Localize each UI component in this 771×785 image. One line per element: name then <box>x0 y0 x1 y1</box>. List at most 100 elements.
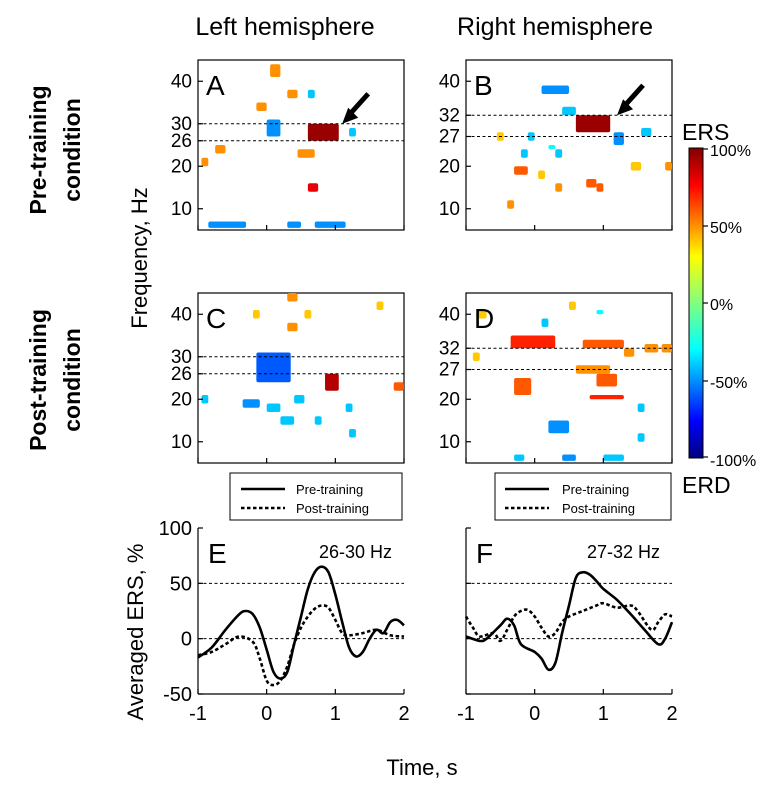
ytick-label-a-0: 10 <box>171 199 192 220</box>
panel-label-f: F <box>476 538 493 569</box>
ers-patch-b-0 <box>575 115 611 133</box>
ers-patch-a-5 <box>307 183 319 192</box>
ers-patch-c-3 <box>325 373 339 391</box>
ers-patch-c-2 <box>287 322 298 332</box>
xtick-label-f-1: 0 <box>529 703 540 725</box>
ytick-label-b-4: 40 <box>439 71 460 92</box>
line-ylabel: Averaged ERS, % <box>123 544 148 721</box>
ytick-label-c-2: 26 <box>171 364 192 385</box>
legend-right-post-label: Post-training <box>562 501 635 516</box>
xtick-label-e-3: 2 <box>398 703 409 725</box>
erd-patch-a-9 <box>307 89 315 99</box>
ers-patch-b-3 <box>555 183 563 192</box>
erd-patch-b-16 <box>555 149 563 158</box>
ytick-label-a-2: 26 <box>171 131 192 152</box>
legend-left-box <box>229 472 403 521</box>
panel-label-b: B <box>474 70 493 101</box>
ers-patch-a-1 <box>270 64 281 77</box>
ers-patch-a-6 <box>215 145 226 154</box>
erd-patch-d-17 <box>514 454 525 461</box>
column-title-right: Right hemisphere <box>457 13 653 41</box>
xtick-label-e-2: 1 <box>330 703 341 725</box>
legend-left: Pre-training Post-training <box>229 472 403 521</box>
panel-label-c: C <box>206 303 226 334</box>
erd-patch-c-14 <box>349 429 356 438</box>
row-title-pre-line2: condition <box>59 98 85 201</box>
erd-patch-b-15 <box>520 149 528 158</box>
erd-patch-c-10 <box>294 395 305 404</box>
ers-patch-c-5 <box>376 301 384 310</box>
colorbar-label-0: 0% <box>710 297 733 314</box>
series-line-e-post <box>197 604 405 687</box>
xtick-label-e-1: 0 <box>261 703 272 725</box>
erd-patch-d-13 <box>562 454 576 461</box>
ers-patch-a-7 <box>201 157 209 167</box>
ers-patch-c-0 <box>287 293 298 302</box>
arrow-shaft-a <box>348 92 371 116</box>
erd-patch-c-7 <box>256 352 291 383</box>
heatmap-frame-a <box>197 59 405 231</box>
ytick-label-d-4: 40 <box>439 304 460 325</box>
ytick-label-e-2: 50 <box>170 573 192 595</box>
ers-patch-c-4 <box>393 382 404 391</box>
ytick-label-e-3: 100 <box>159 518 192 540</box>
line-panel-e: -1 0 1 2 -50 0 50 100 E 26-30 Hz <box>159 518 410 725</box>
ytick-label-a-3: 30 <box>171 114 192 135</box>
ers-patch-d-1 <box>582 339 624 349</box>
band-title-f: 27-32 Hz <box>587 542 660 562</box>
erd-patch-c-12 <box>314 416 322 425</box>
ers-patch-b-9 <box>630 162 642 171</box>
heatmap-frame-d <box>465 292 673 464</box>
ytick-label-a-1: 20 <box>171 156 192 177</box>
erd-patch-a-12 <box>314 221 346 228</box>
erd-patch-b-17 <box>548 145 556 150</box>
ers-patch-b-4 <box>538 170 545 179</box>
arrow-head-a <box>342 107 359 124</box>
erd-patch-a-8 <box>266 119 281 137</box>
ers-patch-b-2 <box>507 200 515 209</box>
column-title-left: Left hemisphere <box>195 13 374 41</box>
xlabel: Time, s <box>386 755 457 780</box>
erd-patch-b-13 <box>613 132 624 145</box>
ers-patch-d-2 <box>623 348 635 357</box>
ytick-label-b-0: 10 <box>439 199 460 220</box>
colorbar-gradient <box>688 147 704 459</box>
erd-patch-d-16 <box>637 403 645 412</box>
colorbar-ers-label: ERS <box>682 119 729 145</box>
legend-left-pre-label: Pre-training <box>296 482 363 497</box>
ers-patch-a-4 <box>297 149 315 158</box>
ytick-label-b-3: 32 <box>439 105 460 126</box>
legend-right-pre-label: Pre-training <box>562 482 629 497</box>
colorbar-label-minus100: -100% <box>710 453 756 470</box>
erd-patch-c-11 <box>280 416 295 425</box>
ers-patch-d-6 <box>589 395 624 400</box>
panel-label-e: E <box>208 538 227 569</box>
series-line-f-post <box>464 601 673 643</box>
erd-patch-d-15 <box>637 433 645 442</box>
arrow-shaft-b <box>623 83 645 107</box>
erd-patch-c-9 <box>266 403 281 412</box>
line-panel-f: -1 0 1 2 F 27-32 Hz <box>457 527 678 725</box>
ers-patch-d-9 <box>476 310 487 319</box>
erd-patch-d-19 <box>596 310 604 315</box>
erd-patch-c-15 <box>201 395 209 404</box>
ytick-label-e-0: -50 <box>163 684 192 706</box>
erd-patch-c-8 <box>242 399 260 408</box>
erd-patch-b-12 <box>527 132 535 141</box>
erd-patch-b-11 <box>562 106 576 116</box>
legend-right-box <box>494 472 672 521</box>
row-title-pre: Pre-training condition <box>25 85 85 214</box>
heatmap-frame-c <box>197 292 405 464</box>
ytick-label-b-2: 27 <box>439 127 460 148</box>
erd-patch-b-10 <box>541 85 569 94</box>
row-title-post-line1: Post-training <box>25 309 51 451</box>
ytick-label-d-2: 27 <box>439 360 460 381</box>
ytick-label-c-0: 10 <box>171 432 192 453</box>
ers-patch-d-0 <box>510 335 556 349</box>
ytick-label-d-3: 32 <box>439 338 460 359</box>
panel-label-a: A <box>206 70 225 101</box>
